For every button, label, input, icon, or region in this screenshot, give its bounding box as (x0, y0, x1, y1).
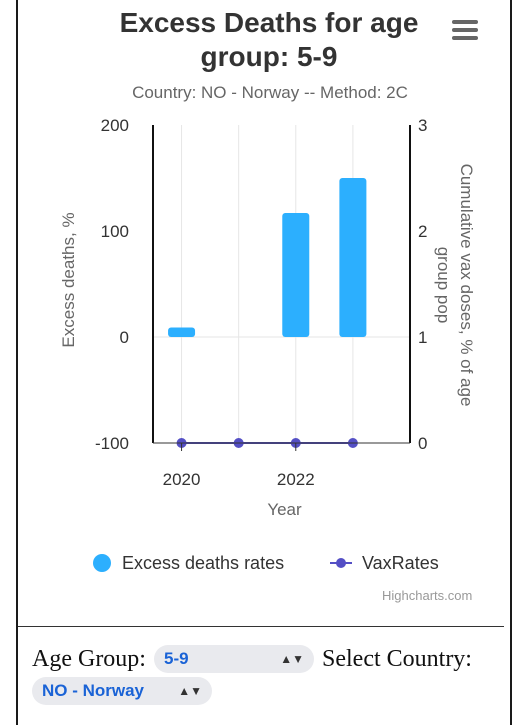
y-left-tick-label: 200 (101, 116, 129, 135)
y-right-axis-title: group pop (434, 247, 453, 324)
y-left-tick-label: 0 (120, 328, 129, 347)
legend-symbol-point (336, 558, 346, 568)
right-border (510, 0, 512, 725)
axis-labels: 200 100 0 -100 3 2 1 0 2020 2022 Year Excess deaths… (59, 116, 476, 519)
legend-symbol-bar (93, 554, 111, 572)
x-tick-label: 2022 (277, 470, 315, 489)
chevron-updown-icon: ▲▼ (178, 684, 202, 698)
left-border (16, 0, 18, 725)
chevron-updown-icon: ▲▼ (280, 652, 304, 666)
chart-subtitle: Country: NO - Norway -- Method: 2C (132, 83, 408, 102)
y-left-tick-label: -100 (95, 434, 129, 453)
y-right-tick-label: 0 (418, 434, 427, 453)
legend-label-vax: VaxRates (362, 553, 439, 573)
y-left-tick-label: 100 (101, 222, 129, 241)
age-group-select[interactable]: 5-9 ▲▼ (154, 645, 314, 673)
bar (339, 178, 367, 337)
x-axis-title: Year (267, 500, 302, 519)
legend-label-excess: Excess deaths rates (122, 553, 284, 573)
age-group-label: Age Group: (32, 646, 146, 672)
credits-link[interactable]: Highcharts.com (382, 588, 473, 603)
country-value: NO - Norway (42, 681, 145, 700)
x-tick-label: 2020 (163, 470, 201, 489)
y-right-tick-label: 1 (418, 328, 427, 347)
y-left-axis-title: Excess deaths, % (59, 212, 78, 347)
axes (152, 125, 411, 451)
chart-title: Excess Deaths for age group: 5-9 (119, 7, 419, 72)
separator (18, 626, 504, 627)
bar-series (168, 178, 367, 337)
legend: Excess deaths rates VaxRates (93, 553, 439, 573)
y-right-tick-label: 3 (418, 116, 427, 135)
age-group-value: 5-9 (164, 649, 189, 668)
hamburger-menu-icon[interactable] (452, 20, 478, 42)
y-right-axis-title: Cumulative vax doses, % of age (457, 164, 476, 407)
chart-plot: 200 100 0 -100 3 2 1 0 2020 2022 Year Excess deaths… (59, 116, 476, 573)
bar (168, 327, 196, 337)
grid-lines (153, 125, 410, 443)
y-right-tick-label: 2 (418, 222, 427, 241)
country-select[interactable]: NO - Norway ▲▼ (32, 677, 212, 705)
bar (282, 212, 310, 337)
country-label: Select Country: (322, 646, 472, 672)
